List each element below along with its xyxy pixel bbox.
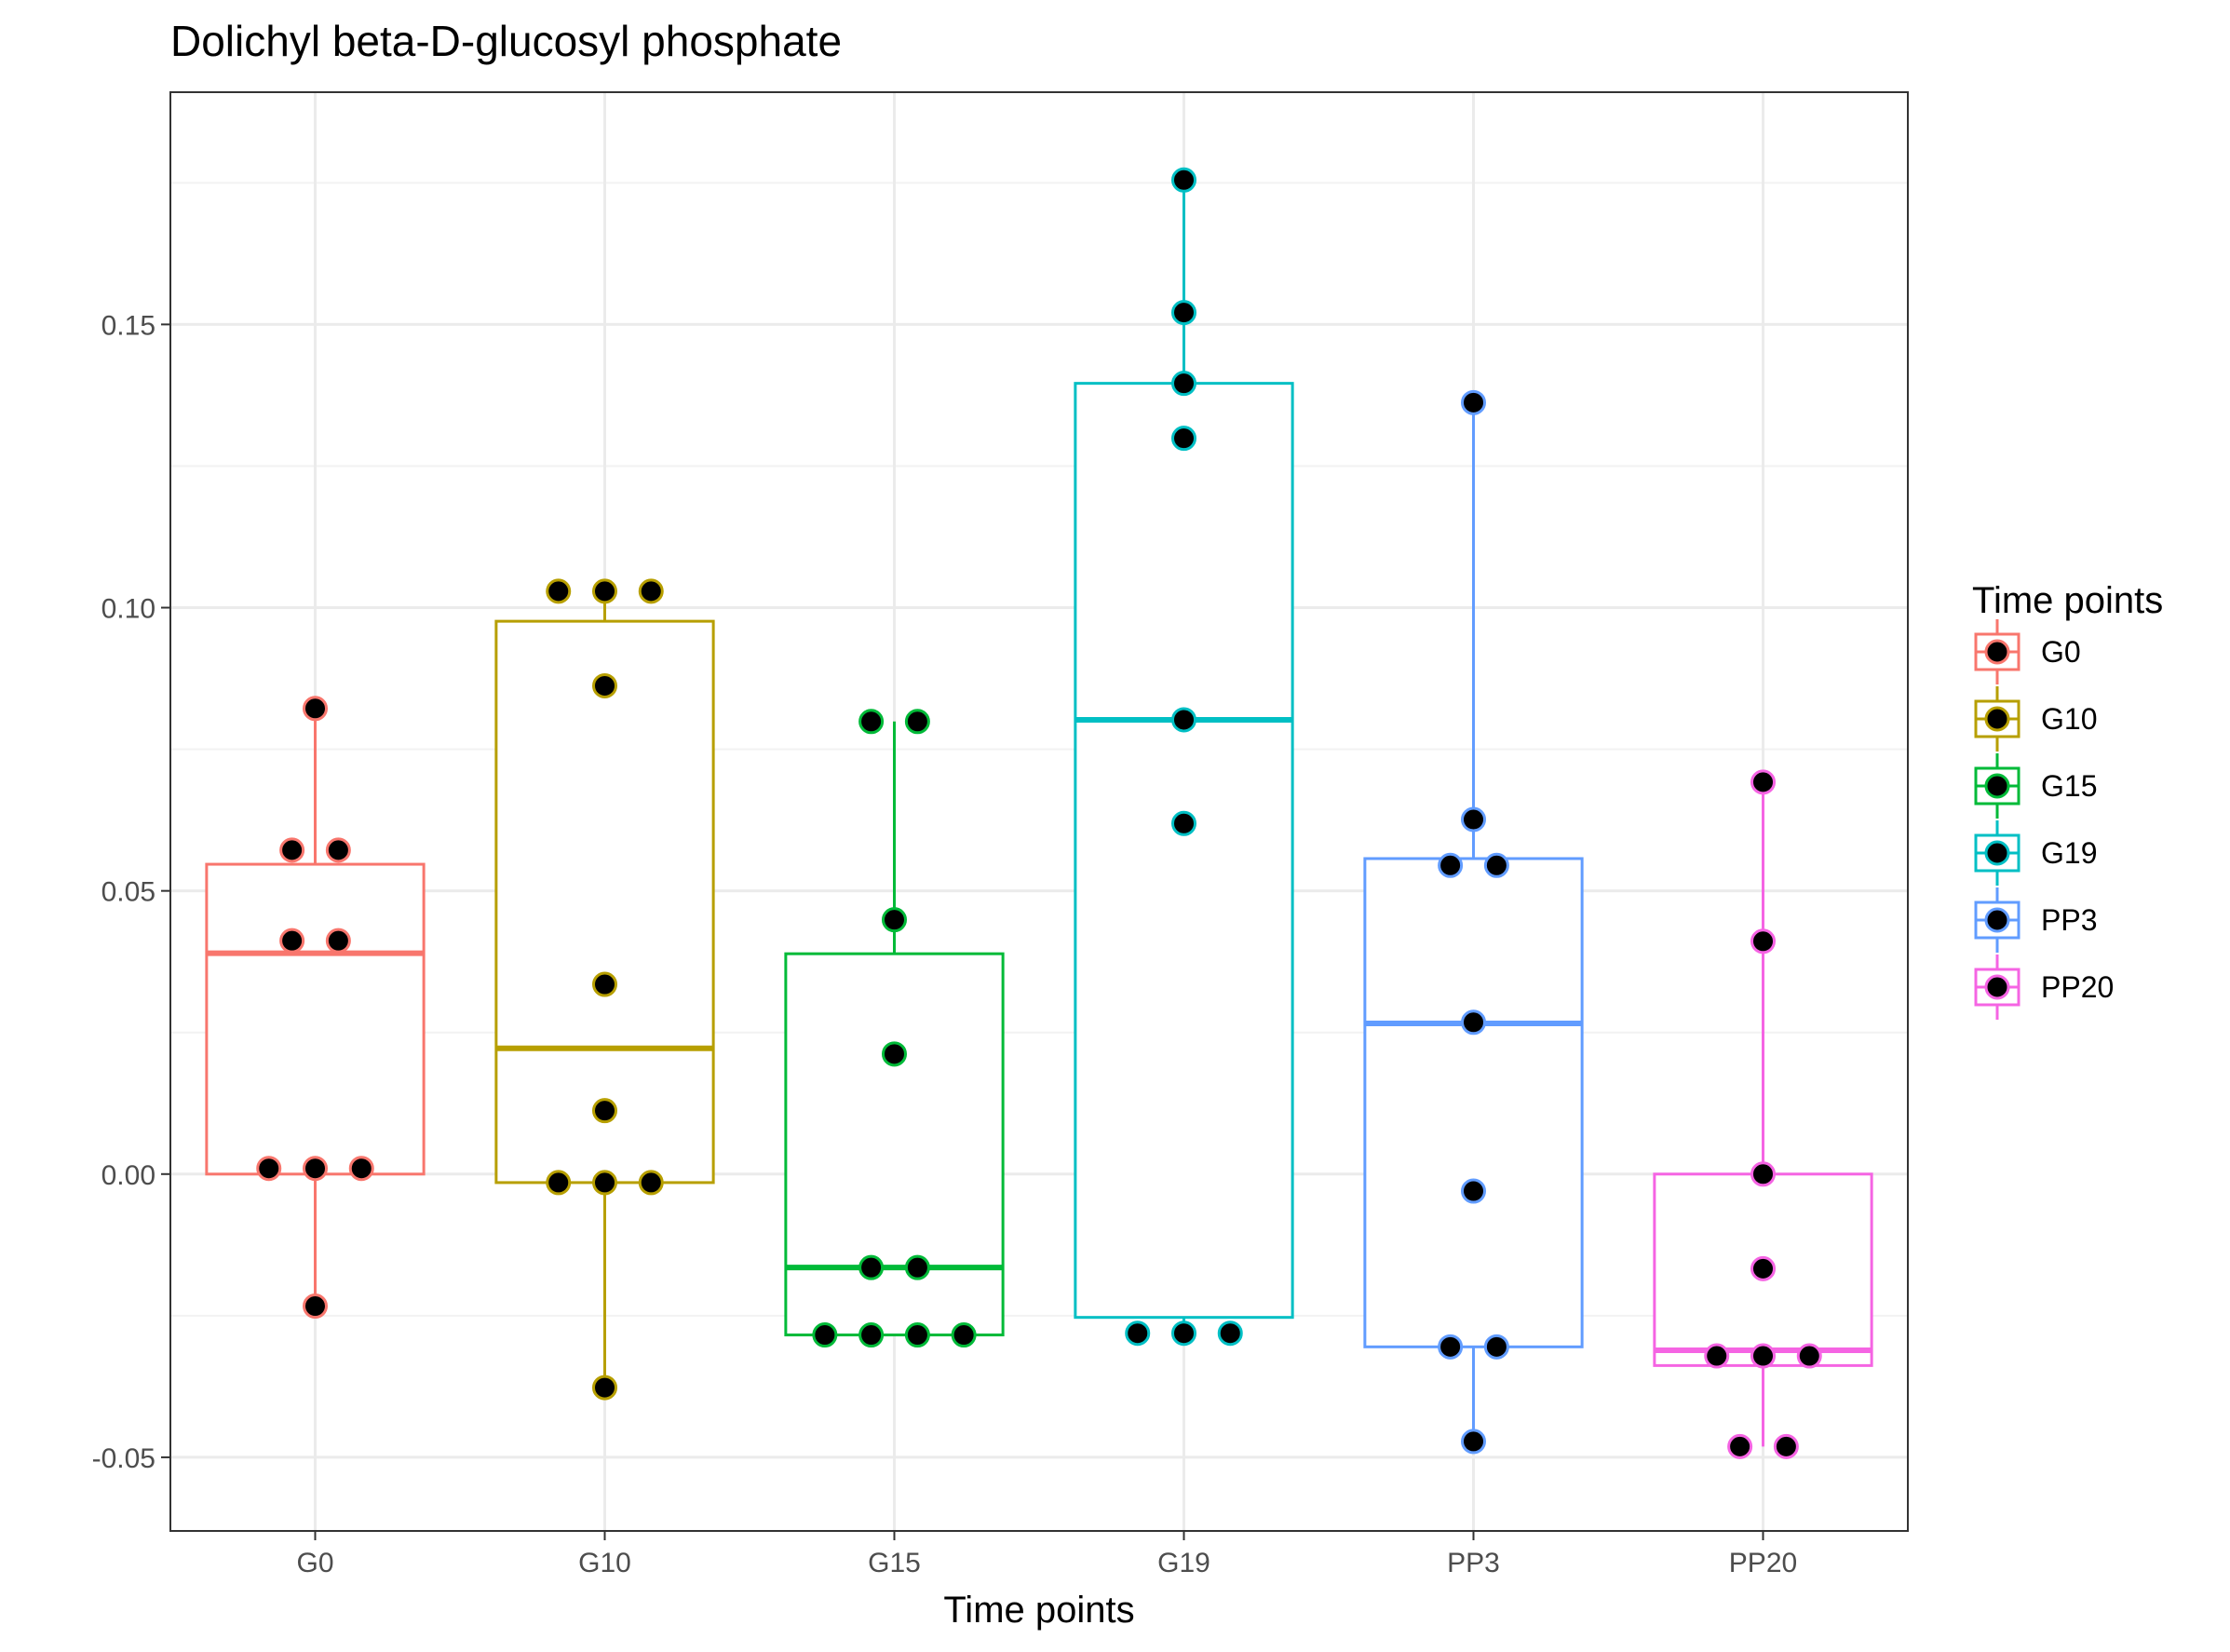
box-G19 (1074, 382, 1294, 1320)
data-point (1796, 1343, 1822, 1369)
data-point (592, 1170, 617, 1196)
data-point (1171, 426, 1196, 452)
box-G15 (784, 952, 1005, 1337)
data-point (1171, 167, 1196, 193)
data-point (1461, 1178, 1486, 1204)
legend-key-point (1984, 907, 2010, 933)
y-tick-label: 0.05 (101, 877, 155, 908)
data-point (638, 578, 664, 604)
legend-label: G0 (2041, 635, 2081, 669)
y-tick-label: 0.15 (101, 310, 155, 341)
data-point (1750, 1161, 1776, 1187)
legend-label: G19 (2041, 836, 2097, 870)
y-tick-label: 0.10 (101, 594, 155, 625)
x-tick-label: G0 (296, 1548, 333, 1578)
data-point (592, 578, 617, 604)
legend-label: G15 (2041, 769, 2097, 803)
data-point (1171, 1320, 1196, 1347)
data-point (1438, 852, 1464, 878)
data-point (303, 696, 328, 722)
data-point (546, 1170, 572, 1196)
data-point (1125, 1320, 1151, 1347)
data-point (1171, 371, 1196, 397)
data-point (303, 1293, 328, 1320)
data-point (1461, 389, 1486, 415)
legend-key-point (1984, 706, 2010, 732)
data-point (904, 1322, 930, 1348)
data-point (1727, 1433, 1753, 1459)
data-point (1750, 1343, 1776, 1369)
data-point (592, 1098, 617, 1124)
data-point (1171, 810, 1196, 836)
data-point (904, 709, 930, 735)
data-point (325, 928, 351, 954)
legend-label: PP3 (2041, 903, 2097, 937)
data-point (546, 578, 572, 604)
x-tick-label: G10 (578, 1548, 631, 1578)
data-point (1171, 300, 1196, 326)
axes: -0.05 0.00 0.05 0.10 0.15 G0 G10 G15 G19 PP3 PP20 (92, 310, 1798, 1578)
data-point (1483, 852, 1509, 878)
data-point (1750, 1255, 1776, 1281)
y-tick-label: -0.05 (92, 1443, 155, 1474)
x-tick-label: G19 (1157, 1548, 1210, 1578)
legend-key-point (1984, 639, 2010, 665)
data-point (1483, 1334, 1509, 1360)
data-point (592, 971, 617, 997)
data-point (858, 1322, 885, 1348)
data-point (858, 709, 885, 735)
data-point (592, 672, 617, 698)
chart-title: Dolichyl beta-D-glucosyl phosphate (170, 17, 842, 65)
data-point (638, 1170, 664, 1196)
data-point (1704, 1343, 1730, 1369)
data-points (256, 167, 1822, 1459)
legend-label: G10 (2041, 702, 2097, 736)
data-point (1461, 1429, 1486, 1455)
plot-panel-border (169, 91, 1909, 1532)
data-point (256, 1156, 282, 1182)
data-point (882, 1041, 907, 1067)
data-point (1438, 1334, 1464, 1360)
data-point (1750, 928, 1776, 955)
data-point (303, 1156, 328, 1182)
data-point (325, 837, 351, 863)
data-point (882, 907, 907, 933)
data-point (1217, 1320, 1243, 1347)
legend-key-point (1984, 974, 2010, 1000)
box-G0 (205, 862, 426, 1176)
boxplots (205, 180, 1873, 1447)
data-point (951, 1322, 977, 1348)
legend-label: PP20 (2041, 970, 2114, 1004)
box-G10 (494, 619, 715, 1185)
x-axis-title: Time points (943, 1590, 1134, 1631)
data-point (904, 1254, 930, 1280)
data-point (1461, 1009, 1486, 1036)
x-tick-label: PP20 (1729, 1548, 1797, 1578)
legend-key-point (1984, 840, 2010, 866)
data-point (858, 1254, 885, 1280)
data-point (279, 928, 305, 954)
legend-title: Time points (1972, 580, 2163, 621)
data-point (1171, 707, 1196, 733)
data-point (279, 837, 305, 863)
x-tick-label: PP3 (1447, 1548, 1500, 1578)
y-tick-label: 0.00 (101, 1160, 155, 1191)
x-tick-label: G15 (868, 1548, 921, 1578)
box-PP3 (1363, 857, 1584, 1348)
data-point (348, 1156, 374, 1182)
legend-key-point (1984, 773, 2010, 799)
data-point (1461, 806, 1486, 833)
data-point (592, 1374, 617, 1401)
data-point (1773, 1433, 1799, 1459)
data-point (812, 1322, 838, 1348)
legend: G0 G10 G15 G19 PP3 PP20 (1974, 619, 2114, 1020)
data-point (1750, 769, 1776, 795)
